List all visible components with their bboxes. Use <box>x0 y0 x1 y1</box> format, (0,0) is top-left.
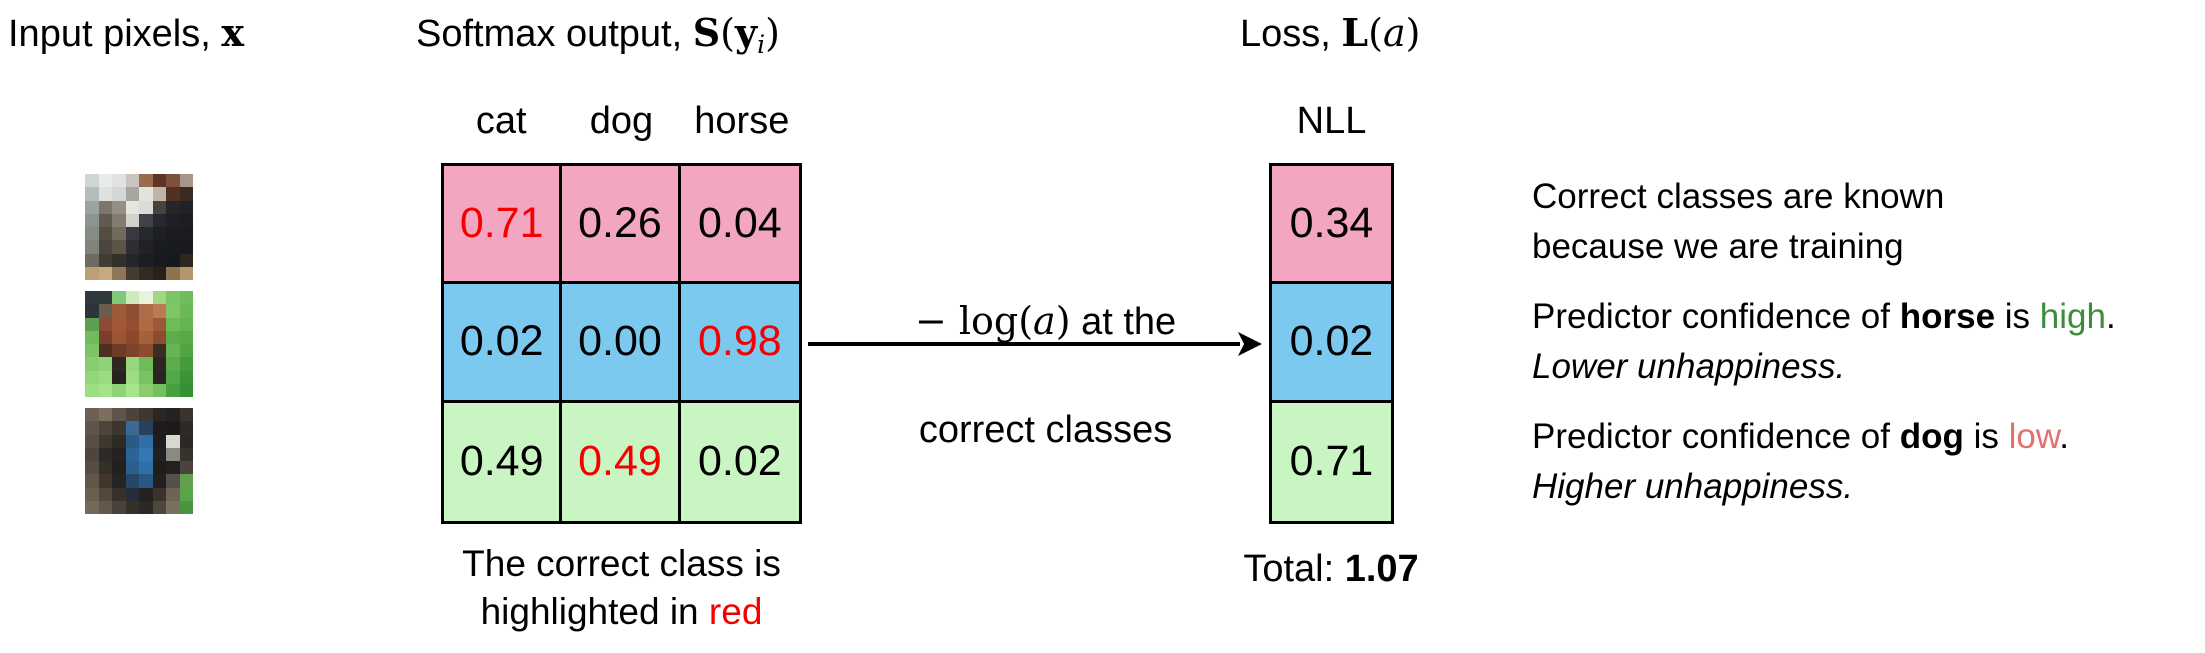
note1-line2: because we are training <box>1532 227 1904 266</box>
note-correct-classes: Correct classes are known because we are … <box>1532 172 1944 272</box>
arrow-label-line2: correct classes <box>918 409 1173 451</box>
matrix-cell: 0.71 <box>444 166 563 285</box>
matrix-cell: 0.04 <box>680 166 799 285</box>
note2-mid: is <box>1995 297 2040 336</box>
matrix-column-headers: cat dog horse <box>441 100 802 143</box>
cat-image-pixels <box>85 174 193 280</box>
matrix-cell: 0.98 <box>680 284 799 403</box>
title-softmax-output: Softmax output, S(yi) <box>416 10 780 59</box>
matrix-cell: 0.49 <box>562 402 681 521</box>
note2-class: horse <box>1899 297 1996 336</box>
note2-level: high <box>2039 297 2106 336</box>
matrix-cell: 0.02 <box>444 284 563 403</box>
loss-total: Total: 1.07 <box>1181 548 1481 591</box>
math-a: a <box>1033 299 1056 343</box>
note-horse-confidence: Predictor confidence of horse is high. Lo… <box>1532 292 2116 392</box>
paren: ( <box>1368 11 1383 55</box>
matrix-cell: 0.49 <box>444 402 563 521</box>
paren: ) <box>1405 11 1421 55</box>
note3-class: dog <box>1899 417 1964 456</box>
total-label: Total: <box>1243 548 1345 590</box>
math-y: y <box>735 10 758 55</box>
horse-image-pixels <box>85 291 193 397</box>
note3-prefix: Predictor confidence of <box>1532 417 1900 456</box>
note3-line2: Higher unhappiness. <box>1532 467 1854 506</box>
note2-line2: Lower unhappiness. <box>1532 347 1846 386</box>
class-header-horse: horse <box>694 100 790 142</box>
caption-line2-text: highlighted in <box>480 591 709 632</box>
note3-level: low <box>2008 417 2060 456</box>
caption-red-word: red <box>708 591 763 632</box>
nll-column-header: NLL <box>1296 100 1367 142</box>
arrow-label: − log(a) at the correct classes <box>830 240 1240 457</box>
paren: ( <box>720 11 735 55</box>
right-arrow-icon <box>808 332 1262 356</box>
class-header-cat: cat <box>475 100 527 142</box>
nll-cell: 0.34 <box>1272 166 1391 285</box>
title-input-text: Input pixels, <box>8 13 222 55</box>
nll-cell: 0.02 <box>1272 284 1391 403</box>
nll-cell: 0.71 <box>1272 402 1391 521</box>
math-L: L <box>1341 10 1369 55</box>
math-S: S <box>692 10 721 55</box>
note3-period: . <box>2059 417 2069 456</box>
math-x: x <box>221 10 244 55</box>
note1-line1: Correct classes are known <box>1532 177 1945 216</box>
note-dog-confidence: Predictor confidence of dog is low. Highe… <box>1532 412 2069 512</box>
math-minus-log: − log( <box>914 299 1034 343</box>
math-sub-i: i <box>757 30 766 60</box>
matrix-caption: The correct class is highlighted in red <box>433 540 810 636</box>
note3-mid: is <box>1963 417 2009 456</box>
nll-column: 0.34 0.02 0.71 <box>1269 163 1394 524</box>
class-header-dog: dog <box>589 100 654 142</box>
total-value: 1.07 <box>1344 548 1419 590</box>
cat-image <box>85 174 193 280</box>
title-loss-text: Loss, <box>1240 13 1342 55</box>
note2-prefix: Predictor confidence of <box>1532 297 1900 336</box>
matrix-cell: 0.02 <box>680 402 799 521</box>
title-loss: Loss, L(a) <box>1240 10 1420 56</box>
title-softmax-text: Softmax output, <box>416 13 693 55</box>
paren: ) <box>765 11 780 55</box>
math-a: a <box>1382 11 1406 55</box>
matrix-cell: 0.26 <box>562 166 681 285</box>
arrow-label-text: at the <box>1070 301 1177 343</box>
note2-period: . <box>2105 297 2116 336</box>
caption-line1: The correct class is <box>462 543 781 584</box>
matrix-cell: 0.00 <box>562 284 681 403</box>
title-input-pixels: Input pixels, x <box>8 10 244 56</box>
softmax-matrix: 0.71 0.26 0.04 0.02 0.00 0.98 0.49 0.49 … <box>441 163 802 524</box>
dog-image-pixels <box>85 408 193 514</box>
horse-image <box>85 291 193 397</box>
paren: ) <box>1055 299 1071 343</box>
dog-image <box>85 408 193 514</box>
